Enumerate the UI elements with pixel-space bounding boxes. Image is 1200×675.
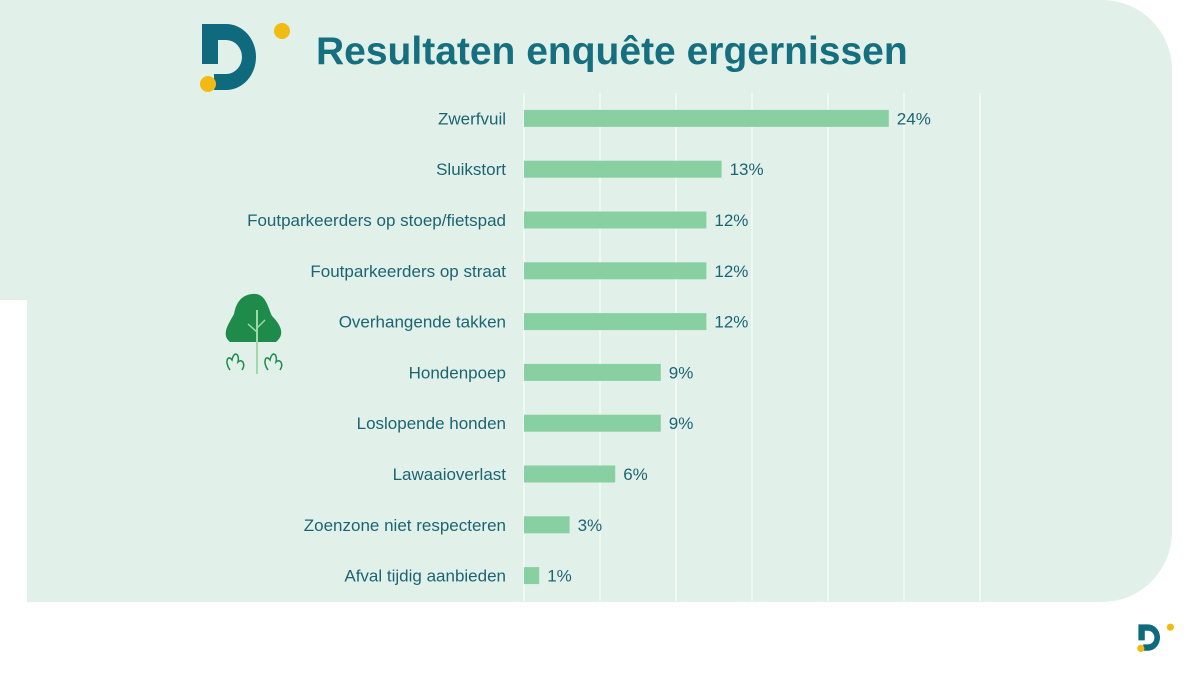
data-label: 6%	[623, 465, 648, 484]
category-label: Hondenpoep	[409, 363, 506, 382]
bar	[524, 414, 661, 432]
logo-d-small	[1137, 623, 1174, 652]
data-label: 12%	[714, 313, 748, 332]
category-label: Sluikstort	[436, 160, 506, 179]
data-label: 12%	[714, 211, 748, 230]
bar	[524, 262, 707, 280]
category-label: Zwerfvuil	[438, 109, 506, 128]
bar	[524, 313, 707, 331]
category-label: Overhangende takken	[339, 313, 506, 332]
bar	[524, 465, 616, 483]
data-label: 1%	[547, 567, 572, 586]
category-label: Lawaaioverlast	[393, 465, 507, 484]
data-label: 24%	[897, 109, 931, 128]
bar	[524, 160, 722, 178]
page-title: Resultaten enquête ergernissen	[316, 30, 908, 73]
data-label: 13%	[730, 160, 764, 179]
bar	[524, 109, 889, 127]
bar	[524, 211, 707, 229]
category-label: Foutparkeerders op stoep/fietspad	[247, 211, 506, 230]
data-label: 9%	[669, 414, 694, 433]
data-label: 12%	[714, 262, 748, 281]
category-label: Zoenzone niet respecteren	[304, 516, 506, 535]
bar	[524, 567, 540, 585]
data-label: 3%	[578, 516, 603, 535]
category-label: Afval tijdig aanbieden	[344, 567, 506, 586]
data-label: 9%	[669, 363, 694, 382]
category-label: Loslopende honden	[357, 414, 506, 433]
tree-icon	[225, 293, 283, 374]
logo-d	[200, 23, 290, 92]
bar	[524, 516, 570, 534]
bar	[524, 363, 661, 381]
category-label: Foutparkeerders op straat	[310, 262, 506, 281]
